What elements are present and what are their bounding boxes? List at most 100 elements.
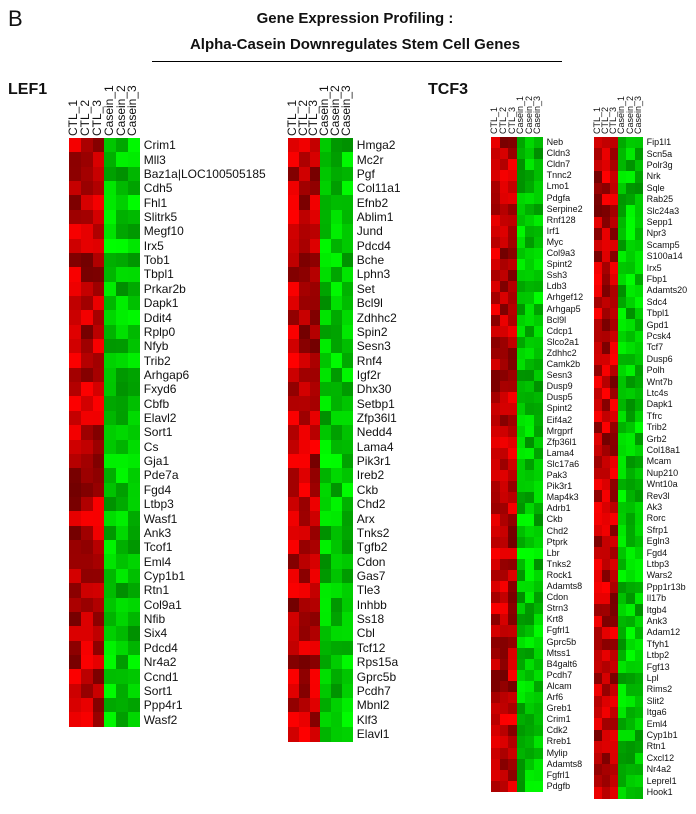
heatmap-cell (309, 626, 321, 642)
heatmap-cell (594, 695, 603, 708)
gene-label: Map4k3 (546, 492, 579, 503)
heatmap-cell (298, 597, 311, 613)
heatmap-cell (128, 181, 141, 197)
heatmap-cell (491, 325, 501, 338)
heatmap-cell (298, 453, 311, 469)
heatmap-cell (602, 513, 611, 526)
heatmap-cell (594, 148, 603, 161)
heatmap-cell (618, 729, 627, 742)
heatmap-cell (516, 403, 526, 416)
heatmap-cell (634, 684, 644, 697)
gene-label: Tnks2 (356, 525, 390, 540)
heatmap-cell (634, 239, 644, 252)
heatmap-cell (69, 554, 82, 570)
heatmap-cell (516, 692, 526, 704)
heatmap-cell (320, 511, 332, 527)
gene-label: Scamp5 (646, 239, 680, 250)
heatmap-cell (516, 225, 526, 238)
heatmap-cell (516, 370, 526, 382)
heatmap-cell (298, 310, 311, 326)
gene-label: Gprc5b (356, 669, 397, 684)
heatmap-cell (69, 152, 82, 168)
heatmap-cell (508, 381, 518, 393)
heatmap-cell (80, 252, 94, 268)
heatmap-cell (342, 468, 354, 484)
heatmap-cell (288, 267, 300, 283)
heatmap-cell (331, 654, 343, 670)
heatmap-cell (602, 547, 611, 560)
heatmap-cell (602, 615, 611, 628)
heatmap-cell (626, 684, 636, 697)
heatmap-cell (331, 166, 343, 182)
heatmap-cell (610, 672, 619, 685)
heatmap-cell (534, 347, 544, 360)
heatmap-cell (594, 387, 603, 400)
heatmap-cell (92, 252, 105, 268)
heatmap-cell (309, 339, 321, 354)
heatmap-cell (525, 181, 535, 194)
heatmap-cell (594, 661, 603, 674)
gene-label: Polr3g (646, 160, 673, 170)
heatmap-cell (116, 382, 129, 398)
heatmap-cell (534, 181, 544, 194)
heatmap-cell (69, 511, 82, 527)
heatmap-cell (634, 752, 644, 765)
heatmap-cell (534, 669, 544, 682)
heatmap-cell (499, 181, 509, 194)
heatmap-cell (516, 758, 526, 771)
heatmap-cell (128, 482, 141, 498)
heatmap-cell (288, 224, 300, 240)
heatmap-cell (92, 611, 105, 627)
heatmap-cell (491, 492, 501, 504)
heatmap-cell (499, 569, 509, 582)
heatmap-cell (116, 396, 129, 412)
heatmap-cell (626, 205, 636, 218)
heatmap-cell (288, 425, 300, 441)
heatmap-cell (116, 611, 129, 627)
gene-label: Fxyd6 (143, 382, 177, 397)
heatmap-cell (626, 513, 636, 526)
heatmap-cell (104, 252, 117, 268)
heatmap-cell (618, 205, 627, 218)
heatmap-cell (499, 381, 509, 393)
title-underline (152, 61, 562, 62)
heatmap-cell (288, 339, 300, 354)
heatmap-cell (634, 399, 644, 412)
heatmap-cell (320, 252, 332, 268)
heatmap-cell (342, 224, 354, 240)
gene-label: Cs (143, 439, 159, 454)
heatmap-cell (80, 439, 94, 455)
heatmap-cell (309, 353, 321, 369)
heatmap-cell (602, 262, 611, 275)
heatmap-cell (298, 367, 311, 383)
gene-label: Myc (546, 236, 564, 247)
heatmap-cell (525, 203, 535, 216)
heatmap-cell (92, 511, 105, 527)
heatmap-cell (69, 439, 82, 455)
heatmap-cell (594, 194, 603, 206)
heatmap-cell (516, 603, 526, 615)
heatmap-cell (288, 281, 300, 297)
heatmap-cell (634, 205, 644, 218)
gene-label: Pak3 (546, 470, 568, 481)
heatmap-cell (320, 195, 332, 211)
heatmap-cell (288, 726, 300, 742)
heatmap-cell (618, 479, 627, 491)
gene-label: Ank3 (646, 616, 668, 626)
heatmap-cell (594, 216, 603, 229)
heatmap-cell (508, 414, 518, 427)
heatmap-cell (298, 353, 311, 369)
heatmap-cell (104, 640, 117, 656)
heatmap-cell (499, 447, 509, 460)
heatmap-cell (499, 259, 509, 271)
heatmap-cell (634, 273, 644, 286)
gene-label: Egln3 (646, 536, 670, 547)
heatmap-cell (69, 310, 82, 326)
heatmap-cell (508, 592, 518, 604)
heatmap-cell (92, 138, 105, 153)
gene-label: Tle3 (356, 583, 381, 598)
heatmap-cell (80, 224, 94, 240)
heatmap-cell (92, 626, 105, 642)
heatmap-cell (491, 203, 501, 216)
heatmap-cell (320, 353, 332, 369)
